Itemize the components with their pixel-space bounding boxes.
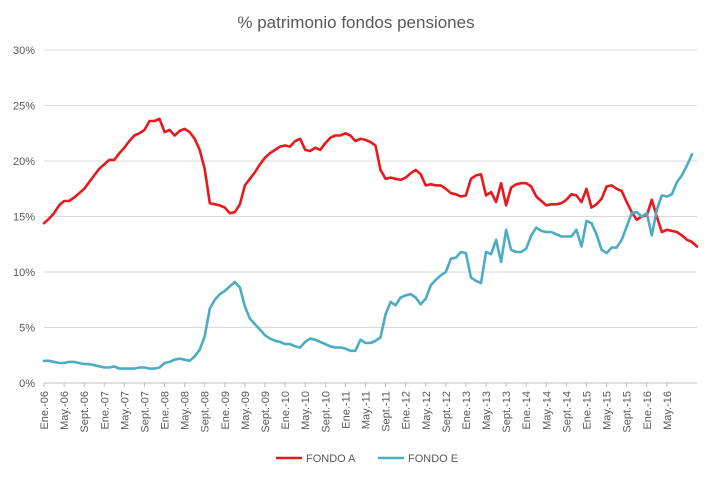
x-tick-label: Ene.-12: [401, 391, 413, 430]
x-tick-label: May.-14: [541, 391, 553, 430]
y-tick-label: 15%: [13, 212, 35, 224]
x-tick-label: Sept.-09: [260, 391, 272, 433]
y-axis: 0% 5% 10% 15% 20% 25% 30%: [13, 45, 35, 390]
x-tick-label: Sept.-15: [622, 391, 634, 433]
series-lines: [42, 117, 699, 370]
x-tick-label: Ene.-11: [340, 391, 352, 429]
x-tick-label: May.-10: [300, 391, 312, 430]
y-tick-label: 20%: [13, 156, 35, 168]
x-tick-label: Ene.-13: [461, 391, 473, 430]
x-tick-label: Sept.-14: [561, 391, 573, 433]
x-tick-label: Sept.-12: [441, 391, 453, 433]
x-tick-label: May.-16: [662, 391, 674, 430]
chart-title: % patrimonio fondos pensiones: [237, 13, 474, 32]
series-line-fondo-a: [42, 117, 699, 248]
x-tick-label: Sept.-11: [381, 391, 393, 432]
x-tick-label: Ene.-10: [280, 391, 292, 430]
x-tick-label: Sept.-07: [139, 391, 151, 433]
x-tick-label: Sept.-08: [200, 391, 212, 433]
series-line-fondo-e: [42, 153, 694, 370]
x-tick-label: Ene.-06: [39, 391, 51, 430]
legend: FONDO A FONDO E: [276, 453, 458, 465]
x-tick-label: May.-09: [240, 391, 252, 430]
x-tick-label: Sept.-06: [79, 391, 91, 433]
x-axis: Ene.-06 May.-06 Sept.-06 Ene.-07 May.-07 Sept…: [39, 383, 674, 433]
x-tick-label: Ene.-16: [642, 391, 654, 430]
x-tick-label: Ene.-08: [160, 391, 172, 430]
x-tick-label: Ene.-15: [581, 391, 593, 430]
x-tick-label: Sept.-10: [320, 391, 332, 433]
y-tick-label: 10%: [13, 267, 35, 279]
legend-label: FONDO E: [408, 453, 458, 465]
x-tick-label: May.-11: [360, 391, 372, 429]
x-tick-label: Sept.-13: [501, 391, 513, 433]
x-tick-label: May.-12: [421, 391, 433, 430]
x-tick-label: May.-07: [119, 391, 131, 430]
y-tick-label: 25%: [13, 101, 35, 113]
gridlines: [44, 49, 697, 384]
x-tick-label: Ene.-07: [99, 391, 111, 430]
x-tick-label: Ene.-14: [521, 391, 533, 430]
x-tick-label: May.-08: [180, 391, 192, 430]
y-tick-label: 0%: [19, 378, 35, 390]
y-tick-label: 30%: [13, 45, 35, 57]
x-tick-label: May.-06: [59, 391, 71, 430]
y-tick-label: 5%: [19, 323, 35, 335]
legend-label: FONDO A: [306, 453, 356, 465]
x-tick-label: May.-15: [602, 391, 614, 430]
x-tick-label: Ene.-09: [220, 391, 232, 430]
x-tick-label: May.-13: [481, 391, 493, 430]
